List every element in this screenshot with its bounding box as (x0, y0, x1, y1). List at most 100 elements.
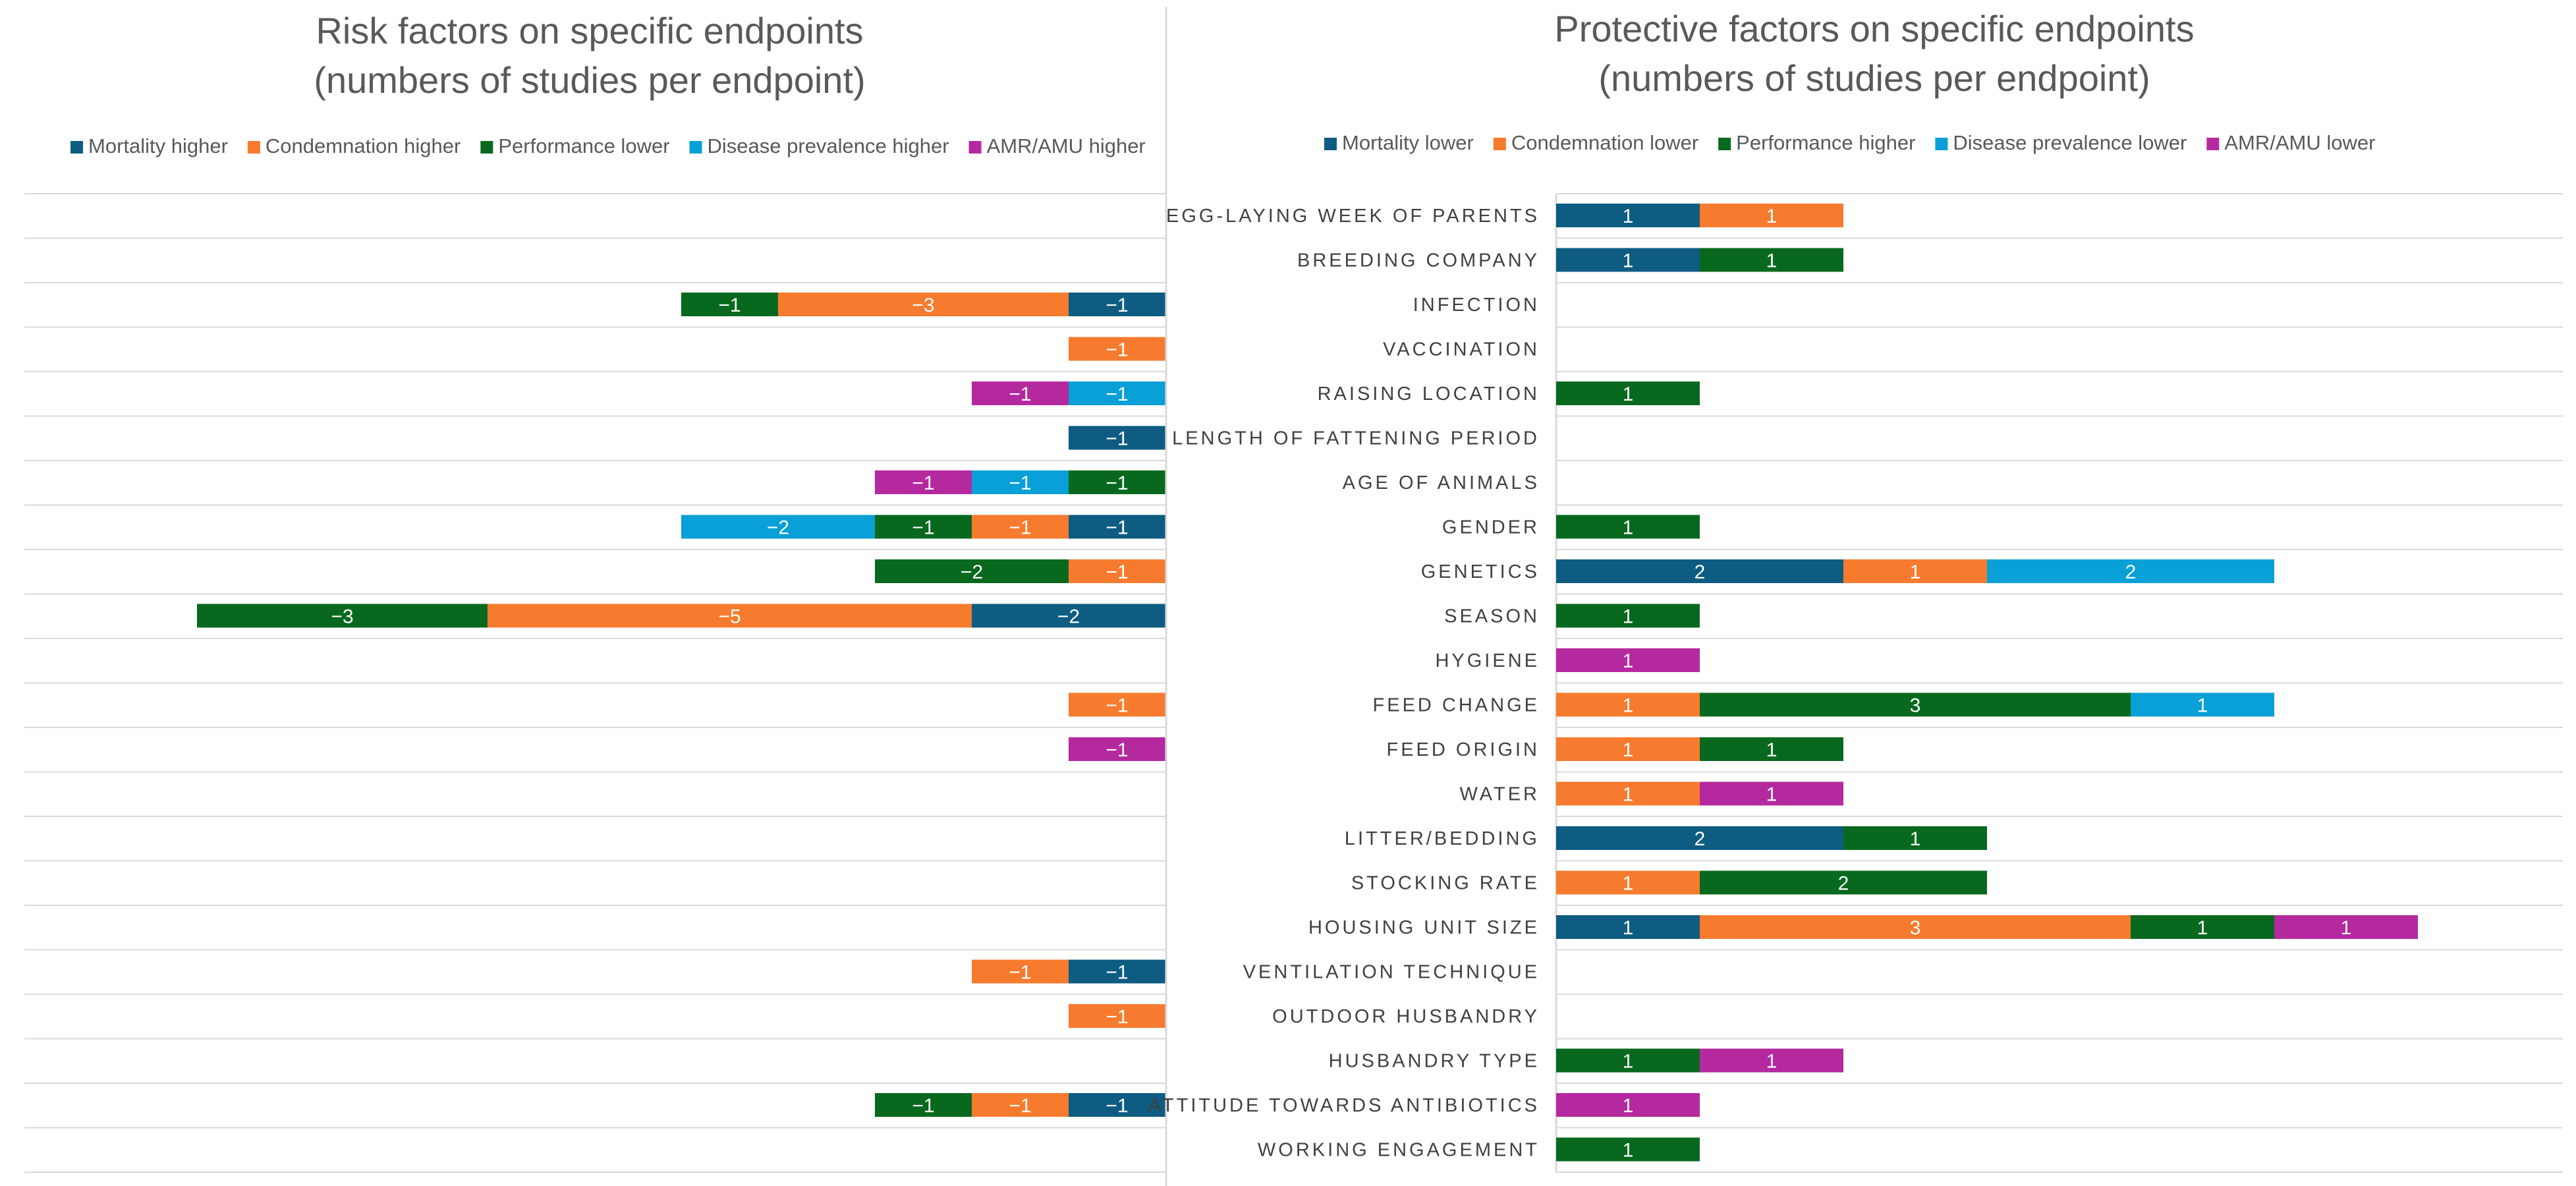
protective-bar-working-engagement-performance-higher (1556, 1137, 1700, 1162)
protective-bar-feed-origin-condemnation-lower (1556, 737, 1700, 761)
protective-chart-title-line-2: (numbers of studies per endpoint) (1598, 57, 2150, 99)
category-label-litter-bedding: LITTER/BEDDING (1345, 828, 1540, 849)
risk-data-label-season-mortality-higher: −2 (1057, 606, 1080, 628)
protective-bar-housing-unit-size-performance-higher (2131, 915, 2274, 939)
protective-legend-label-mortality-lower: Mortality lower (1342, 131, 1474, 154)
protective-data-label-attitude-towards-antibiotics-amr-amu-lower: 1 (1623, 1095, 1634, 1117)
category-label-ventilation-technique: VENTILATION TECHNIQUE (1243, 962, 1540, 983)
protective-data-label-feed-change-performance-higher: 3 (1910, 695, 1921, 717)
protective-data-label-genetics-mortality-lower: 2 (1694, 561, 1706, 583)
protective-data-label-feed-origin-performance-higher: 1 (1766, 739, 1778, 761)
risk-data-label-gender-mortality-higher: −1 (1106, 517, 1128, 539)
risk-data-label-ventilation-technique-mortality-higher: −1 (1106, 962, 1128, 984)
protective-data-label-feed-change-condemnation-lower: 1 (1623, 695, 1634, 717)
protective-chart-gridlines (1555, 193, 2563, 1173)
risk-bar-attitude-towards-antibiotics-performance-lower (875, 1093, 972, 1117)
protective-bar-egg-laying-week-of-parents-condemnation-lower (1700, 204, 1843, 227)
protective-data-label-feed-change-disease-prevalence-lower: 1 (2197, 695, 2208, 717)
risk-legend-swatch-amr-amu-higher (968, 141, 982, 154)
protective-legend-swatch-amr-amu-lower (2206, 138, 2220, 150)
risk-chart-title-line-1: Risk factors on specific endpoints (316, 10, 863, 51)
protective-bar-feed-change-disease-prevalence-lower (2131, 692, 2274, 717)
risk-data-label-outdoor-husbandry-condemnation-higher: −1 (1106, 1006, 1128, 1028)
category-label-attitude-towards-antibiotics: ATTITUDE TOWARDS ANTIBIOTICS (1148, 1095, 1540, 1116)
category-label-working-engagement: WORKING ENGAGEMENT (1258, 1140, 1540, 1161)
protective-bar-housing-unit-size-condemnation-lower (1700, 915, 2131, 939)
protective-bar-feed-change-condemnation-lower (1556, 692, 1700, 717)
risk-bar-age-of-animals-amr-amu-higher (875, 470, 972, 494)
protective-data-label-housing-unit-size-mortality-lower: 1 (1623, 917, 1634, 939)
protective-legend-label-performance-higher: Performance higher (1736, 131, 1915, 154)
risk-bar-gender-disease-prevalence-higher (681, 515, 875, 539)
protective-data-label-water-condemnation-lower: 1 (1623, 784, 1634, 806)
protective-bar-breeding-company-mortality-lower (1556, 248, 1700, 272)
protective-bar-gender-performance-higher (1556, 515, 1700, 539)
risk-legend-swatch-disease-prevalence-higher (689, 141, 702, 154)
risk-bar-genetics-condemnation-higher (1069, 559, 1165, 583)
category-label-age-of-animals: AGE OF ANIMALS (1343, 472, 1540, 494)
risk-legend-label-mortality-higher: Mortality higher (88, 134, 228, 157)
risk-bar-length-of-fattening-period-mortality-higher (1069, 426, 1165, 450)
protective-bar-husbandry-type-amr-amu-lower (1700, 1048, 1843, 1073)
protective-legend-label-condemnation-lower: Condemnation lower (1511, 131, 1698, 154)
risk-data-label-gender-disease-prevalence-higher: −2 (767, 517, 789, 539)
risk-legend-label-amr-amu-higher: AMR/AMU higher (987, 134, 1146, 157)
protective-data-label-working-engagement-performance-higher: 1 (1623, 1140, 1634, 1162)
risk-data-label-age-of-animals-performance-lower: −1 (1106, 472, 1128, 494)
risk-bar-gender-performance-lower (875, 515, 972, 539)
risk-legend-swatch-performance-lower (480, 141, 493, 154)
risk-bar-season-performance-lower (197, 604, 488, 628)
risk-legend-label-performance-lower: Performance lower (498, 134, 669, 157)
category-label-breeding-company: BREEDING COMPANY (1297, 250, 1540, 271)
category-label-genetics: GENETICS (1421, 561, 1540, 582)
risk-bar-ventilation-technique-condemnation-higher (972, 959, 1069, 984)
risk-data-label-feed-change-condemnation-higher: −1 (1106, 695, 1128, 717)
protective-chart-legend: Mortality lower Condemnation lower Perform… (1324, 131, 2375, 154)
risk-data-label-infection-mortality-higher: −1 (1106, 295, 1128, 316)
protective-data-label-husbandry-type-amr-amu-lower: 1 (1766, 1051, 1778, 1073)
risk-bar-raising-location-disease-prevalence-higher (1069, 381, 1165, 405)
risk-bar-feed-change-condemnation-higher (1069, 692, 1165, 717)
protective-bar-stocking-rate-condemnation-lower (1556, 870, 1700, 895)
risk-bar-infection-performance-lower (681, 293, 778, 316)
risk-data-label-season-condemnation-higher: −5 (718, 606, 741, 628)
risk-bar-season-condemnation-higher (488, 604, 972, 628)
protective-data-label-season-performance-higher: 1 (1623, 606, 1634, 628)
protective-chart-bars: 1 1 1 1 1 1 2 1 2 1 1 1 3 1 1 1 1 1 2 1 1 2 1 3 1 1 1 1 1 1 (1556, 204, 2418, 1162)
risk-bar-attitude-towards-antibiotics-condemnation-higher (972, 1093, 1069, 1117)
risk-bar-attitude-towards-antibiotics-mortality-higher (1069, 1093, 1165, 1117)
protective-bar-genetics-mortality-lower (1556, 559, 1843, 583)
protective-bar-litter-bedding-performance-higher (1843, 826, 1987, 850)
protective-bar-feed-change-performance-higher (1700, 692, 2131, 717)
protective-bar-breeding-company-performance-higher (1700, 248, 1843, 272)
category-label-gender: GENDER (1442, 517, 1540, 538)
protective-factors-chart: Protective factors on specific endpoints… (1148, 8, 2563, 1173)
category-label-infection: INFECTION (1413, 295, 1540, 316)
risk-data-label-vaccination-condemnation-higher: −1 (1106, 339, 1128, 361)
protective-bar-litter-bedding-mortality-lower (1556, 826, 1843, 850)
risk-data-label-attitude-towards-antibiotics-mortality-higher: −1 (1106, 1095, 1128, 1117)
protective-data-label-breeding-company-performance-higher: 1 (1766, 250, 1778, 272)
risk-data-label-raising-location-amr-amu-higher: −1 (1009, 383, 1031, 405)
risk-bar-outdoor-husbandry-condemnation-higher (1069, 1004, 1165, 1028)
risk-bar-genetics-performance-lower (875, 559, 1069, 583)
category-label-hygiene: HYGIENE (1435, 650, 1540, 671)
risk-data-label-gender-performance-lower: −1 (912, 517, 934, 539)
risk-data-label-attitude-towards-antibiotics-condemnation-higher: −1 (1009, 1095, 1031, 1117)
protective-data-label-housing-unit-size-performance-higher: 1 (2197, 917, 2208, 939)
protective-bar-hygiene-amr-amu-lower (1556, 648, 1700, 672)
category-label-outdoor-husbandry: OUTDOOR HUSBANDRY (1272, 1006, 1540, 1027)
risk-bar-ventilation-technique-mortality-higher (1069, 959, 1165, 984)
risk-bar-gender-condemnation-higher (972, 515, 1069, 539)
category-label-raising-location: RAISING LOCATION (1318, 383, 1540, 405)
category-label-length-of-fattening-period: LENGTH OF FATTENING PERIOD (1172, 428, 1540, 449)
protective-bar-genetics-condemnation-lower (1843, 559, 1987, 583)
protective-data-label-stocking-rate-performance-higher: 2 (1838, 873, 1849, 895)
protective-data-label-genetics-condemnation-lower: 1 (1910, 561, 1921, 583)
risk-data-label-feed-origin-amr-amu-higher: −1 (1106, 739, 1128, 761)
risk-bar-age-of-animals-disease-prevalence-higher (972, 470, 1069, 494)
category-label-season: SEASON (1444, 606, 1540, 627)
risk-data-label-infection-performance-lower: −1 (718, 295, 741, 316)
protective-data-label-husbandry-type-performance-higher: 1 (1623, 1051, 1634, 1073)
